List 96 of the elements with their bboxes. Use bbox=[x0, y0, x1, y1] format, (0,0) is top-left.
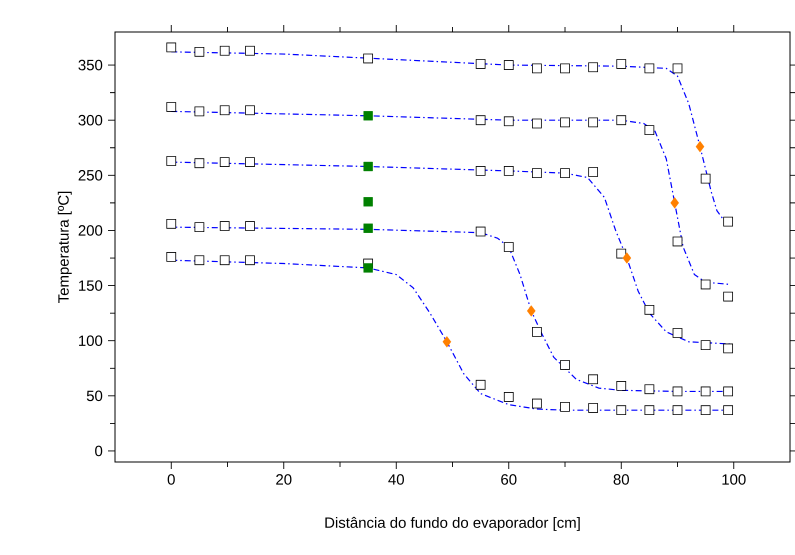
point bbox=[723, 386, 734, 396]
point bbox=[700, 174, 711, 184]
y-tick-label: 150 bbox=[79, 280, 102, 291]
point bbox=[672, 405, 682, 416]
y-tick-label: 300 bbox=[78, 114, 102, 126]
point bbox=[723, 292, 734, 302]
y-tick-label: 350 bbox=[78, 60, 102, 70]
point bbox=[672, 236, 682, 246]
point bbox=[194, 106, 204, 116]
point bbox=[560, 118, 570, 128]
x-tick-label: 0 bbox=[168, 474, 175, 485]
point bbox=[245, 157, 255, 167]
y-tick-label: 200 bbox=[78, 225, 102, 236]
point bbox=[504, 60, 514, 70]
point bbox=[245, 255, 255, 266]
point bbox=[363, 224, 373, 233]
point bbox=[616, 59, 626, 69]
point bbox=[245, 221, 255, 231]
point bbox=[560, 360, 570, 370]
y-axis-title: Temperatura [ºC] bbox=[58, 192, 72, 303]
point bbox=[245, 46, 255, 56]
point bbox=[476, 59, 486, 69]
point bbox=[532, 398, 542, 408]
y-tick-label: 50 bbox=[86, 390, 102, 402]
x-tick-label: 80 bbox=[614, 474, 629, 485]
point bbox=[696, 140, 704, 152]
point bbox=[700, 280, 711, 290]
point bbox=[526, 305, 536, 317]
point bbox=[644, 405, 654, 416]
point bbox=[363, 111, 373, 120]
y-tick-label: 0 bbox=[95, 446, 102, 456]
point bbox=[616, 405, 626, 416]
point bbox=[166, 252, 176, 262]
point bbox=[194, 222, 204, 232]
x-tick-label: 60 bbox=[501, 474, 516, 485]
point bbox=[194, 158, 204, 168]
point bbox=[588, 118, 598, 128]
point bbox=[194, 46, 204, 57]
point bbox=[616, 381, 626, 391]
point bbox=[532, 63, 542, 74]
x-tick-label: 20 bbox=[276, 474, 292, 485]
point bbox=[504, 392, 514, 402]
point bbox=[588, 403, 598, 413]
point bbox=[166, 102, 176, 112]
point bbox=[166, 42, 176, 52]
point bbox=[220, 46, 230, 56]
point bbox=[363, 54, 374, 64]
point bbox=[504, 242, 514, 252]
point bbox=[504, 116, 514, 126]
point bbox=[616, 115, 626, 126]
point bbox=[588, 374, 598, 384]
point bbox=[588, 167, 598, 177]
point bbox=[723, 216, 734, 227]
point bbox=[723, 344, 734, 354]
point bbox=[532, 118, 542, 128]
point bbox=[532, 327, 542, 337]
point bbox=[672, 328, 682, 338]
point bbox=[220, 157, 230, 167]
point bbox=[245, 105, 255, 116]
point bbox=[670, 197, 680, 209]
point bbox=[363, 197, 373, 206]
point bbox=[532, 168, 542, 178]
point bbox=[363, 263, 373, 273]
point bbox=[622, 252, 632, 264]
point bbox=[504, 166, 514, 176]
point bbox=[672, 386, 682, 396]
point bbox=[220, 255, 230, 266]
point bbox=[560, 402, 570, 412]
point bbox=[363, 162, 373, 172]
point bbox=[194, 255, 204, 266]
point bbox=[220, 221, 230, 231]
point bbox=[476, 226, 486, 236]
y-tick-label: 250 bbox=[78, 170, 102, 181]
point bbox=[166, 156, 176, 166]
point bbox=[560, 168, 570, 178]
point bbox=[644, 384, 654, 394]
point bbox=[476, 166, 486, 176]
point bbox=[588, 62, 598, 72]
point bbox=[476, 380, 486, 390]
point bbox=[442, 336, 452, 348]
point bbox=[560, 63, 570, 74]
point bbox=[644, 304, 654, 315]
point bbox=[476, 115, 486, 126]
x-tick-label: 40 bbox=[388, 474, 404, 485]
point bbox=[700, 386, 711, 396]
point bbox=[672, 63, 682, 74]
y-tick-label: 100 bbox=[79, 335, 102, 346]
point bbox=[644, 125, 654, 135]
point bbox=[700, 405, 711, 416]
point bbox=[700, 340, 711, 350]
point bbox=[166, 218, 176, 229]
point bbox=[220, 105, 230, 116]
point bbox=[723, 405, 734, 416]
x-axis-title: Distância do fundo do evaporador [cm] bbox=[325, 516, 580, 531]
point bbox=[644, 63, 654, 74]
x-tick-label: 100 bbox=[722, 474, 746, 485]
